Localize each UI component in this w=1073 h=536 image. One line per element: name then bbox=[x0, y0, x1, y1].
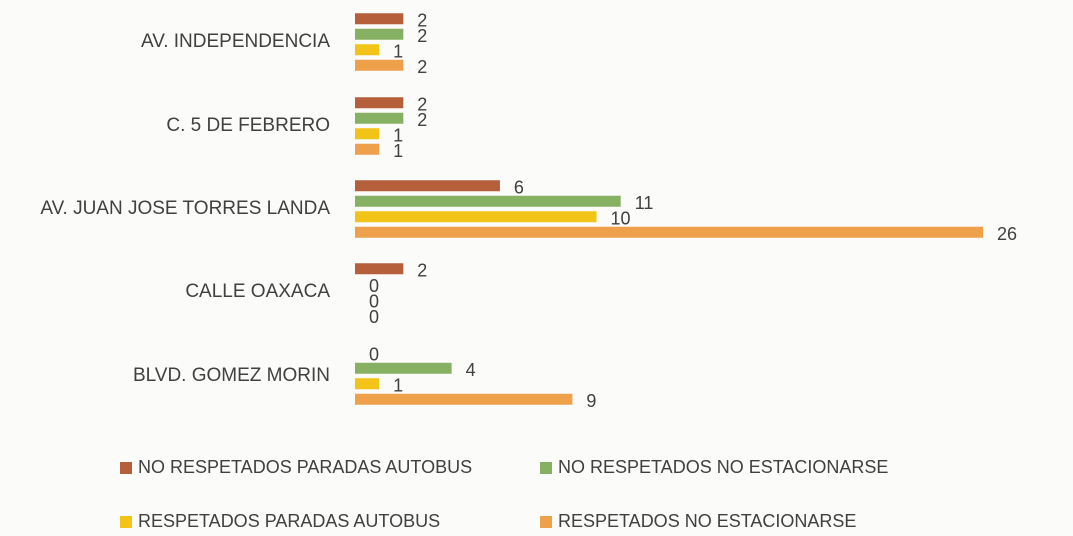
bar bbox=[355, 195, 621, 207]
bar bbox=[355, 59, 404, 71]
value-label: 1 bbox=[393, 141, 403, 161]
value-label: 4 bbox=[466, 360, 476, 380]
value-label: 9 bbox=[586, 391, 596, 411]
legend-label: NO RESPETADOS PARADAS AUTOBUS bbox=[138, 457, 472, 477]
value-label: 26 bbox=[997, 224, 1017, 244]
legend-swatch bbox=[120, 462, 132, 474]
category-label: BLVD. GOMEZ MORIN bbox=[133, 365, 330, 386]
bar bbox=[355, 362, 452, 374]
value-label: 0 bbox=[369, 345, 379, 365]
legend-label: RESPETADOS PARADAS AUTOBUS bbox=[138, 511, 440, 531]
value-label: 2 bbox=[417, 261, 427, 281]
value-label: 1 bbox=[393, 42, 403, 62]
value-label: 2 bbox=[417, 57, 427, 77]
category-label: AV. JUAN JOSE TORRES LANDA bbox=[40, 198, 330, 219]
legend-swatch bbox=[540, 516, 552, 528]
value-label: 0 bbox=[369, 276, 379, 296]
category-label: CALLE OAXACA bbox=[185, 281, 330, 302]
bar bbox=[355, 143, 380, 155]
value-label: 2 bbox=[417, 95, 427, 115]
bar bbox=[355, 393, 573, 405]
bar bbox=[355, 378, 380, 390]
value-label: 2 bbox=[417, 11, 427, 31]
legend-swatch bbox=[540, 462, 552, 474]
value-label: 11 bbox=[635, 193, 654, 213]
value-label: 10 bbox=[611, 209, 631, 229]
legend-label: RESPETADOS NO ESTACIONARSE bbox=[558, 511, 856, 531]
value-label: 6 bbox=[514, 178, 524, 198]
legend-swatch bbox=[120, 516, 132, 528]
bar bbox=[355, 226, 983, 238]
bar bbox=[355, 13, 404, 25]
value-label: 2 bbox=[417, 110, 427, 130]
value-label: 2 bbox=[417, 26, 427, 46]
value-label: 1 bbox=[393, 376, 403, 396]
bar bbox=[355, 128, 380, 140]
bar bbox=[355, 112, 404, 124]
value-label: 1 bbox=[393, 126, 403, 146]
bar bbox=[355, 263, 404, 275]
bar bbox=[355, 28, 404, 40]
bar bbox=[355, 97, 404, 109]
legend-label: NO RESPETADOS NO ESTACIONARSE bbox=[558, 457, 888, 477]
bar bbox=[355, 180, 500, 192]
category-label: AV. INDEPENDENCIA bbox=[141, 31, 330, 52]
bar bbox=[355, 211, 597, 223]
bar bbox=[355, 44, 380, 56]
value-label: 0 bbox=[369, 307, 379, 327]
category-label: C. 5 DE FEBRERO bbox=[166, 115, 330, 136]
value-label: 0 bbox=[369, 292, 379, 312]
